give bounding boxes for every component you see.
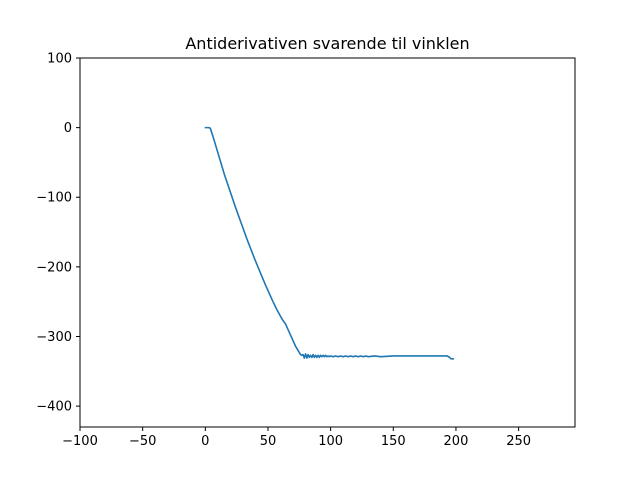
chart-title: Antiderivativen svarende til vinklen [185,34,469,53]
axes-frame [79,57,576,428]
series-line [204,126,455,360]
x-tick-label: −50 [129,434,156,449]
x-tick-label: 100 [318,434,343,449]
x-tick-label: 250 [506,434,531,449]
y-tick-label: 0 [64,121,72,136]
axis-ticks: −100 −50 0 50 100 150 200 250 100 0 −100 −200 −300 −4… [36,52,531,450]
plot-area [204,126,455,360]
x-tick-label: 200 [444,434,469,449]
y-tick-label: −400 [36,400,72,415]
x-tick-label: 150 [381,434,406,449]
y-tick-label: −300 [36,330,72,345]
y-tick-label: −200 [36,260,72,275]
x-tick-label: −100 [62,434,98,449]
x-tick-label: 50 [260,434,277,449]
y-tick-label: 100 [47,52,72,67]
x-tick-label: 0 [201,434,209,449]
y-tick-label: −100 [36,191,72,206]
